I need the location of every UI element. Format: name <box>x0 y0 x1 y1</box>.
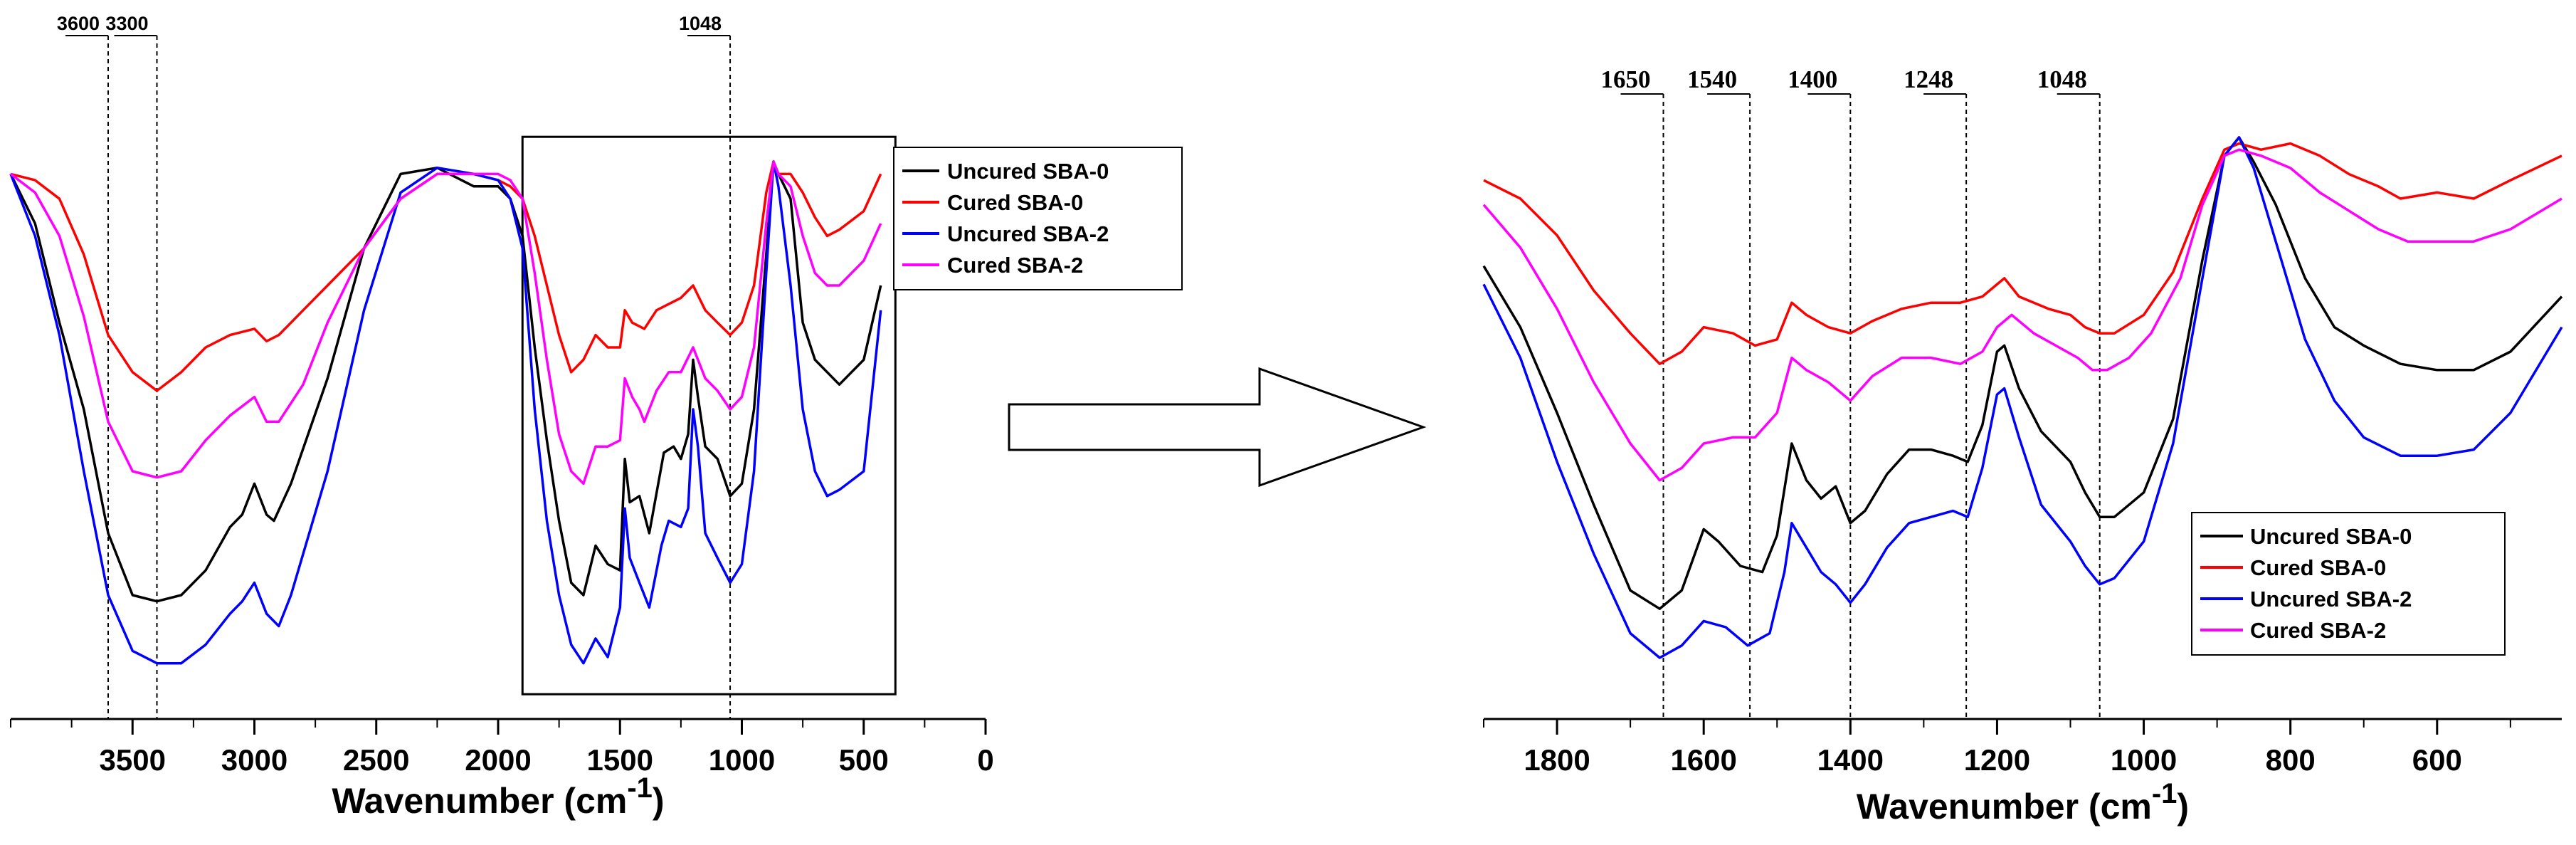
legend-box <box>893 147 1183 290</box>
x-tick-label: 800 <box>2266 743 2316 777</box>
series-line-uncured-sba-2 <box>9 160 882 665</box>
ref-label-3600: 3600 <box>57 13 100 34</box>
x-tick-label: 1200 <box>1964 743 2030 777</box>
x-tick-label: 1800 <box>1524 743 1590 777</box>
x-tick-label: 1000 <box>2111 743 2177 777</box>
chart-right: 1800 1600 1400 1200 1000 800 600 Wavenumber (cm… <box>1482 65 2563 826</box>
x-tick-label: 1500 <box>587 743 653 777</box>
series-line-cured-sba-0 <box>10 160 882 392</box>
ref-label-1048: 1048 <box>2037 65 2087 93</box>
ref-label-1248: 1248 <box>1904 65 1953 93</box>
legend-label-cured-sba-2: Cured SBA-2 <box>947 253 1083 278</box>
x-tick-label: 600 <box>2412 743 2462 777</box>
legend-label-uncured-sba-0: Uncured SBA-0 <box>947 159 1109 184</box>
legend-label-uncured-sba-0: Uncured SBA-0 <box>2250 524 2412 549</box>
right-arrow-icon <box>1008 367 1427 488</box>
x-tick-label: 500 <box>839 743 889 777</box>
x-tick-label: 3500 <box>100 743 166 777</box>
chart-left: 3500 3000 2500 2000 1500 1000 500 0 Wavenumber (… <box>9 13 1183 821</box>
ref-label-1540: 1540 <box>1687 65 1737 93</box>
legend-box <box>2191 512 2506 656</box>
x-tick-label: 1600 <box>1670 743 1736 777</box>
series-line-uncured-sba-2 <box>1482 136 2563 659</box>
series-line-cured-sba-2 <box>1482 148 2562 482</box>
series-line-cured-sba-2 <box>9 160 882 486</box>
x-axis-label: Wavenumber (cm-1) <box>1857 778 2189 826</box>
x-axis-label: Wavenumber (cm-1) <box>332 772 664 821</box>
series-line-uncured-sba-0 <box>9 160 882 603</box>
legend-label-cured-sba-2: Cured SBA-2 <box>2250 618 2386 643</box>
legend-label-uncured-sba-2: Uncured SBA-2 <box>2250 587 2412 612</box>
ref-label-1048: 1048 <box>679 13 722 34</box>
ref-label-1400: 1400 <box>1788 65 1837 93</box>
x-tick-label: 3000 <box>221 743 287 777</box>
ref-label-3300: 3300 <box>105 13 148 34</box>
ref-label-1650: 1650 <box>1601 65 1651 93</box>
x-tick-label: 2500 <box>343 743 409 777</box>
legend-label-uncured-sba-2: Uncured SBA-2 <box>947 221 1109 246</box>
legend-label-cured-sba-0: Cured SBA-0 <box>2250 555 2386 580</box>
series-line-uncured-sba-0 <box>1482 136 2563 610</box>
zoom-box <box>521 135 897 696</box>
x-tick-label: 1400 <box>1817 743 1884 777</box>
series-line-cured-sba-0 <box>1483 142 2562 365</box>
x-tick-label: 0 <box>977 743 993 777</box>
legend-label-cured-sba-0: Cured SBA-0 <box>947 190 1083 215</box>
x-tick-label: 2000 <box>465 743 531 777</box>
x-tick-label: 1000 <box>709 743 775 777</box>
